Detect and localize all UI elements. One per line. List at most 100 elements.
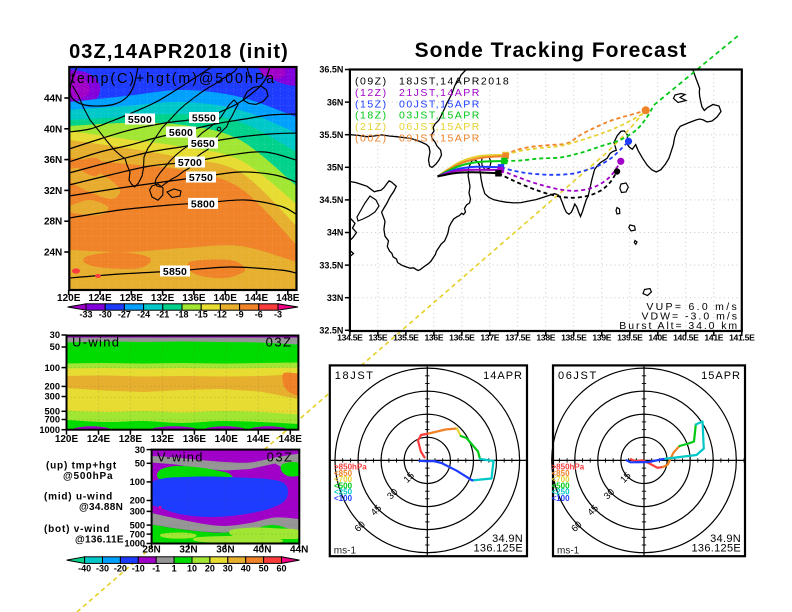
svg-text:09JST,15APR: 09JST,15APR <box>399 133 481 145</box>
svg-text:36.5N: 36.5N <box>319 65 343 75</box>
svg-text:136.125E: 136.125E <box>692 543 742 555</box>
svg-text:50: 50 <box>259 564 269 574</box>
svg-text:-30: -30 <box>96 564 109 574</box>
svg-text:5800: 5800 <box>191 199 215 211</box>
svg-text:V-wind: V-wind <box>157 450 204 465</box>
svg-text:@136.11E: @136.11E <box>75 534 124 545</box>
svg-text:-10: -10 <box>132 564 145 574</box>
svg-text:28N: 28N <box>142 545 160 556</box>
svg-text:120E: 120E <box>57 293 81 304</box>
svg-text:-27: -27 <box>118 310 131 320</box>
svg-text:30: 30 <box>223 564 233 574</box>
svg-text:24N: 24N <box>44 248 62 259</box>
svg-text:144E: 144E <box>247 434 271 445</box>
svg-text:14APR: 14APR <box>483 370 523 382</box>
svg-text:30: 30 <box>50 330 60 340</box>
svg-text:03JST,15APR: 03JST,15APR <box>399 110 481 122</box>
svg-text:34N: 34N <box>327 228 344 238</box>
svg-text:44N: 44N <box>44 94 62 105</box>
svg-text:18JST,14APR2018: 18JST,14APR2018 <box>399 76 510 88</box>
svg-text:136E: 136E <box>182 293 206 304</box>
svg-text:128E: 128E <box>120 293 144 304</box>
svg-text:700: 700 <box>130 529 146 539</box>
svg-text:>850hPa: >850hPa <box>552 463 585 472</box>
svg-text:06JST: 06JST <box>558 370 598 382</box>
svg-text:134.5E: 134.5E <box>337 333 363 343</box>
svg-text:40N: 40N <box>253 545 271 556</box>
svg-text:136E: 136E <box>183 434 207 445</box>
svg-text:<500: <500 <box>552 481 571 490</box>
svg-text:-6: -6 <box>255 310 263 320</box>
svg-text:32N: 32N <box>179 545 197 556</box>
svg-text:148E: 148E <box>276 293 300 304</box>
svg-text:15APR: 15APR <box>701 370 741 382</box>
svg-text:32.5N: 32.5N <box>319 326 343 336</box>
svg-text:<100: <100 <box>334 494 353 503</box>
svg-text:(bot) v-wind: (bot) v-wind <box>44 524 110 535</box>
svg-text:-9: -9 <box>236 310 244 320</box>
svg-text:ms-1: ms-1 <box>557 546 580 557</box>
svg-text:(mid) u-wind: (mid) u-wind <box>44 492 113 503</box>
svg-text:ms-1: ms-1 <box>334 546 357 557</box>
svg-text:124E: 124E <box>87 434 111 445</box>
svg-text:00JST,15APR: 00JST,15APR <box>399 98 481 110</box>
svg-text:03Z: 03Z <box>267 450 294 465</box>
svg-text:06JST,15APR: 06JST,15APR <box>399 121 481 133</box>
svg-text:(00Z): (00Z) <box>355 133 388 145</box>
svg-text:20: 20 <box>205 564 215 574</box>
svg-text:100: 100 <box>130 477 146 487</box>
svg-text:140E: 140E <box>214 293 238 304</box>
svg-text:136.5E: 136.5E <box>449 333 475 343</box>
svg-text:124E: 124E <box>88 293 112 304</box>
svg-text:33.5N: 33.5N <box>319 260 343 270</box>
svg-text:137.5E: 137.5E <box>505 333 531 343</box>
svg-text:<850: <850 <box>552 469 571 478</box>
svg-text:-12: -12 <box>214 310 227 320</box>
svg-text:148E: 148E <box>279 434 303 445</box>
svg-text:<250: <250 <box>552 488 571 497</box>
svg-text:-21: -21 <box>156 310 169 320</box>
svg-text:1000: 1000 <box>39 425 60 435</box>
svg-text:200: 200 <box>130 496 146 506</box>
svg-text:@34.88N: @34.88N <box>79 502 123 513</box>
svg-text:120E: 120E <box>55 434 79 445</box>
svg-text:136.125E: 136.125E <box>474 543 524 555</box>
svg-text:136E: 136E <box>424 333 443 343</box>
svg-text:-15: -15 <box>195 310 208 320</box>
svg-text:139.5E: 139.5E <box>617 333 643 343</box>
svg-text:33N: 33N <box>327 293 344 303</box>
svg-text:VDW= -3.0 m/s: VDW= -3.0 m/s <box>642 311 739 323</box>
svg-text:temp(C)+hgt(m)@500hPa: temp(C)+hgt(m)@500hPa <box>71 71 276 87</box>
svg-text:<500: <500 <box>334 481 353 490</box>
svg-text:-18: -18 <box>175 310 188 320</box>
svg-text:141E: 141E <box>704 333 723 343</box>
svg-text:44N: 44N <box>290 545 308 556</box>
svg-text:139E: 139E <box>592 333 611 343</box>
svg-text:34.9N: 34.9N <box>492 533 523 545</box>
svg-text:36N: 36N <box>327 97 344 107</box>
svg-text:135E: 135E <box>368 333 387 343</box>
svg-text:-3: -3 <box>274 310 282 320</box>
svg-text:141.5E: 141.5E <box>729 333 755 343</box>
svg-text:5550: 5550 <box>192 113 216 125</box>
svg-text:1: 1 <box>172 564 177 574</box>
svg-text:128E: 128E <box>119 434 143 445</box>
svg-text:Sonde Tracking Forecast: Sonde Tracking Forecast <box>415 39 688 62</box>
svg-text:28N: 28N <box>44 217 62 228</box>
svg-text:138.5E: 138.5E <box>561 333 587 343</box>
svg-text:(18Z): (18Z) <box>355 110 388 122</box>
svg-text:60: 60 <box>276 564 286 574</box>
svg-text:200: 200 <box>44 382 60 392</box>
svg-text:5850: 5850 <box>163 266 187 278</box>
svg-text:(12Z): (12Z) <box>355 87 388 99</box>
svg-text:U-wind: U-wind <box>72 335 120 350</box>
svg-text:-33: -33 <box>79 310 92 320</box>
svg-text:34.9N: 34.9N <box>710 533 741 545</box>
svg-text:-24: -24 <box>137 310 150 320</box>
svg-text:35.5N: 35.5N <box>319 130 343 140</box>
svg-text:5750: 5750 <box>189 172 213 184</box>
svg-text:VUP= 6.0 m/s: VUP= 6.0 m/s <box>646 301 739 313</box>
svg-text:<250: <250 <box>334 488 353 497</box>
svg-text:-30: -30 <box>99 310 112 320</box>
svg-text:50: 50 <box>135 459 145 469</box>
